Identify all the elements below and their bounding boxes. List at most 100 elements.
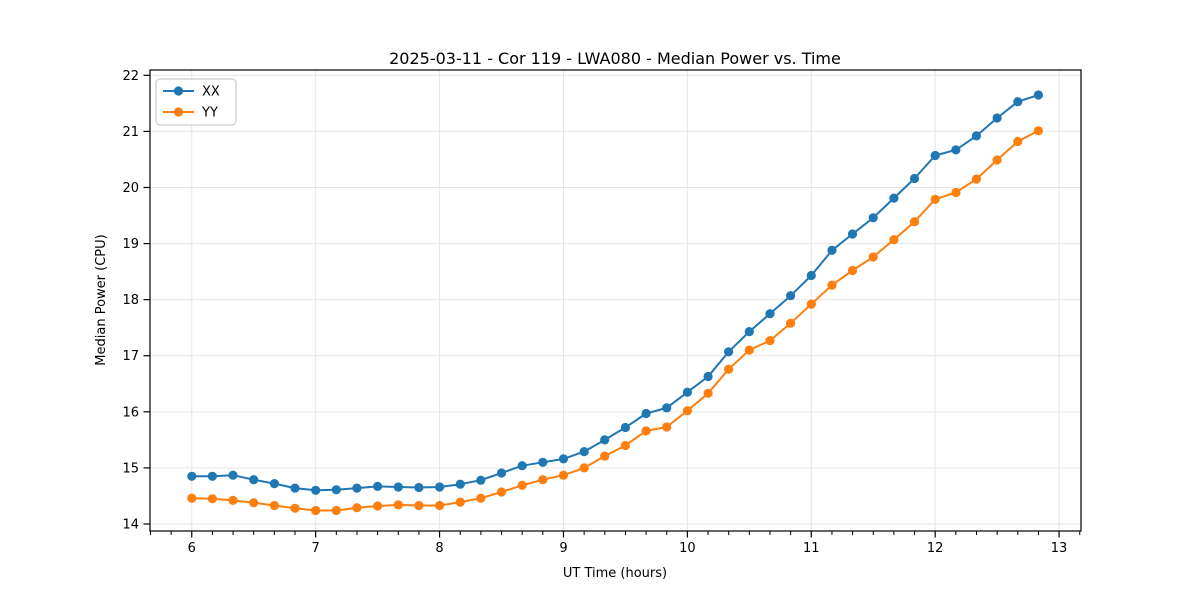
marker-XX [476, 475, 486, 485]
marker-XX [703, 371, 713, 382]
marker-XX [662, 403, 672, 413]
marker-XX [517, 461, 527, 471]
marker-XX [951, 145, 961, 155]
marker-YY [290, 503, 300, 513]
marker-XX [414, 482, 424, 493]
y-tick-label: 20 [122, 181, 139, 196]
marker-YY [889, 235, 899, 245]
marker-XX [868, 213, 878, 223]
marker-YY [414, 500, 424, 511]
marker-YY [187, 493, 197, 503]
marker-YY [951, 187, 961, 198]
marker-YY [269, 500, 279, 511]
y-tick-label: 14 [122, 517, 139, 532]
marker-YY [765, 336, 775, 346]
marker-YY [249, 498, 259, 508]
x-tick-label: 6 [188, 541, 196, 556]
marker-YY [393, 500, 403, 510]
marker-XX [455, 479, 465, 489]
y-tick-label: 17 [122, 349, 139, 364]
marker-XX [909, 173, 920, 184]
marker-XX [496, 468, 507, 478]
marker-YY [703, 388, 713, 398]
marker-YY [496, 487, 507, 497]
marker-XX [393, 482, 403, 492]
marker-XX [290, 483, 300, 493]
marker-YY [992, 155, 1002, 165]
marker-YY [600, 451, 610, 461]
marker-XX [558, 454, 569, 464]
marker-YY [930, 194, 940, 204]
marker-XX [249, 475, 259, 485]
marker-XX [971, 131, 982, 141]
marker-XX [765, 309, 775, 319]
marker-YY [579, 463, 589, 473]
marker-XX [641, 408, 651, 419]
marker-YY [331, 505, 341, 516]
marker-XX [352, 483, 362, 493]
tick-labels: 6 7 8 9 10 11 12 13 14 15 16 17 18 19 20 21 22 [122, 69, 1067, 556]
x-axis-label: UT Time (hours) [563, 566, 667, 581]
marker-XX [847, 229, 858, 239]
marker-YY [228, 495, 238, 505]
marker-YY [558, 470, 569, 480]
marker-YY [1013, 136, 1023, 147]
marker-YY [909, 217, 920, 227]
marker-YY [724, 364, 734, 374]
marker-YY [620, 440, 631, 451]
y-tick-label: 21 [122, 125, 139, 140]
marker-YY [352, 503, 362, 513]
marker-XX [827, 245, 837, 255]
marker-XX [992, 113, 1002, 123]
marker-XX [373, 481, 383, 491]
axes-frame [149, 69, 1082, 532]
marker-XX [744, 327, 754, 337]
marker-XX [187, 471, 197, 481]
x-tick-label: 7 [312, 541, 320, 556]
x-tick-label: 10 [679, 541, 696, 556]
marker-YY [682, 406, 693, 416]
marker-YY [806, 299, 816, 309]
marker-YY [476, 493, 486, 503]
marker-XX [435, 482, 445, 492]
y-tick-label: 22 [122, 69, 139, 84]
marker-XX [889, 193, 899, 203]
legend-label-YY: YY [201, 106, 218, 121]
series-line-XX [190, 94, 1040, 492]
y-tick-label: 16 [122, 405, 139, 420]
marker-XX [579, 447, 589, 457]
legend-label-XX: XX [202, 85, 220, 100]
marker-XX [930, 150, 940, 161]
marker-XX [538, 457, 548, 467]
y-axis-label: Median Power (CPU) [94, 234, 109, 365]
marker-YY [744, 345, 754, 355]
marker-YY [455, 497, 465, 507]
marker-YY [827, 280, 837, 290]
gridlines [150, 70, 1081, 531]
x-tick-label: 9 [559, 541, 567, 556]
marker-XX [620, 422, 631, 433]
marker-YY [662, 422, 672, 432]
marker-XX [331, 485, 341, 495]
marker-XX [806, 270, 816, 281]
marker-XX [682, 387, 693, 397]
marker-XX [228, 470, 238, 480]
marker-XX [311, 485, 321, 495]
legend-frame [155, 78, 237, 126]
marker-XX [600, 435, 610, 445]
marker-YY [538, 475, 548, 485]
legend-sample-marker-YY [173, 107, 184, 117]
data-series [187, 90, 1043, 516]
axis-ticks [143, 74, 1081, 538]
marker-YY [207, 494, 217, 504]
marker-YY [868, 252, 878, 262]
marker-XX [1013, 97, 1023, 107]
legend-sample-marker-XX [173, 86, 184, 96]
legend: XX YY [155, 78, 237, 126]
x-tick-label: 8 [435, 541, 443, 556]
marker-XX [207, 471, 217, 481]
chart-title: 2025-03-11 - Cor 119 - LWA080 - Median P… [389, 49, 841, 68]
marker-YY [847, 265, 858, 276]
